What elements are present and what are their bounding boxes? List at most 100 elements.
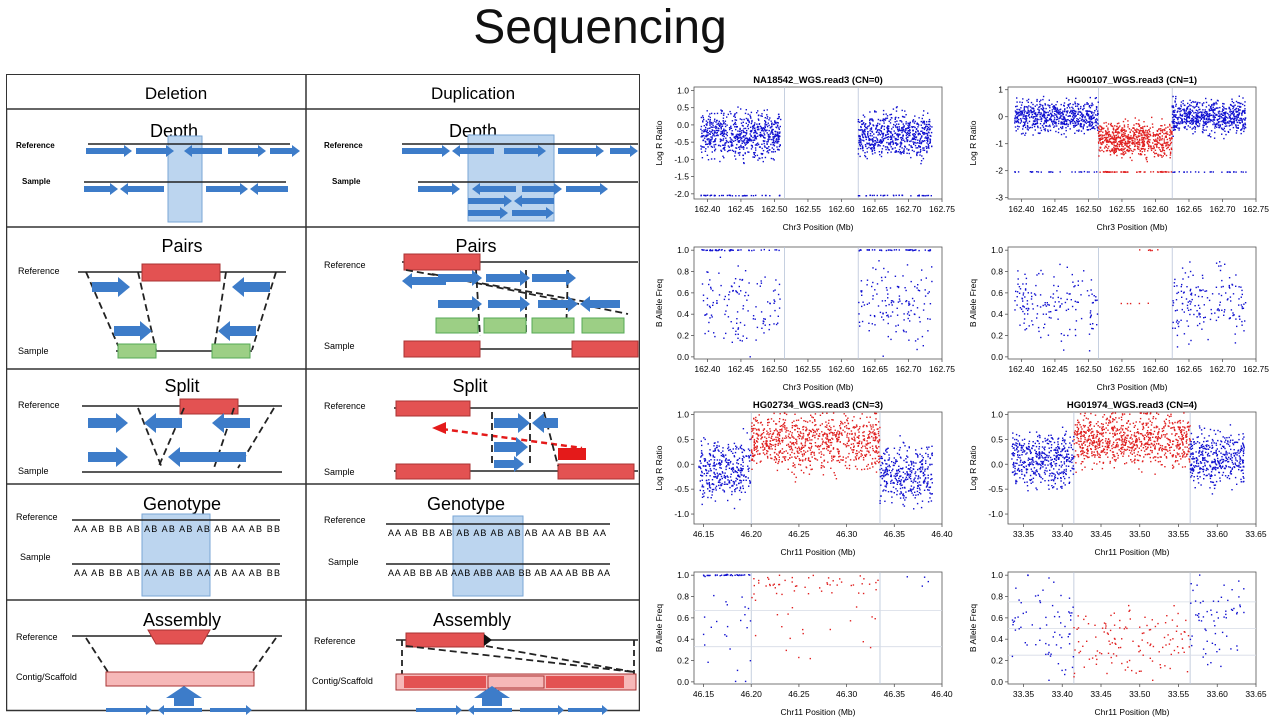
data-point (772, 432, 775, 434)
data-point (1222, 109, 1224, 111)
data-point (1231, 105, 1234, 107)
data-point (1099, 140, 1101, 142)
data-point (752, 139, 754, 141)
data-point (740, 249, 742, 251)
data-point (773, 123, 775, 126)
data-point (1033, 123, 1035, 126)
data-point (921, 135, 923, 137)
data-point (1242, 103, 1244, 106)
data-point (1112, 127, 1115, 129)
data-point (1054, 125, 1056, 127)
data-point (750, 449, 753, 451)
data-point (873, 146, 875, 149)
data-point (915, 147, 917, 149)
data-point (1062, 123, 1064, 125)
data-point (1196, 112, 1198, 114)
data-point (1146, 125, 1148, 127)
data-point (766, 125, 769, 128)
data-point (1028, 110, 1030, 112)
data-point (750, 194, 753, 197)
data-point (736, 133, 738, 135)
data-point (762, 320, 764, 322)
data-point (1049, 171, 1051, 173)
data-point (753, 124, 755, 127)
data-point (1063, 120, 1065, 123)
data-point (848, 467, 851, 470)
data-point (776, 134, 778, 137)
data-point (1066, 119, 1068, 121)
data-point (1170, 138, 1172, 140)
data-point (721, 482, 723, 485)
data-point (1211, 293, 1214, 295)
data-point (1089, 120, 1091, 122)
data-point (1224, 309, 1226, 311)
data-point (1017, 111, 1019, 113)
data-point (715, 127, 717, 129)
data-point (866, 279, 869, 281)
x-tick-label: 162.65 (1176, 364, 1202, 374)
data-point (1139, 144, 1141, 146)
data-point (1185, 298, 1188, 300)
series-3 (1171, 95, 1247, 140)
data-point (1206, 114, 1208, 116)
data-point (922, 345, 924, 347)
data-point (1077, 111, 1079, 113)
data-point (1021, 101, 1023, 104)
data-point (714, 464, 716, 466)
data-point (903, 149, 905, 152)
data-point (761, 143, 763, 145)
data-point (713, 463, 715, 465)
data-point (1213, 119, 1216, 121)
data-point (1063, 116, 1065, 118)
data-point (1050, 119, 1053, 121)
data-point (1047, 129, 1049, 131)
data-point (1151, 116, 1153, 119)
data-point (761, 129, 763, 132)
data-point (1218, 115, 1220, 117)
data-point (1063, 349, 1065, 351)
data-point (1166, 133, 1168, 135)
data-point (1117, 135, 1119, 137)
data-point (931, 280, 933, 283)
data-point (814, 419, 816, 421)
data-point (1207, 114, 1209, 116)
data-point (862, 114, 865, 116)
data-point (752, 126, 754, 129)
data-point (891, 300, 894, 302)
data-point (777, 293, 780, 296)
data-point (765, 124, 767, 126)
data-point (1150, 146, 1152, 148)
data-point (1066, 266, 1068, 268)
split-del-sample-label: Sample (18, 466, 49, 476)
data-point (1192, 133, 1194, 135)
data-point (1104, 130, 1107, 132)
data-point (858, 140, 861, 142)
data-point (710, 145, 713, 148)
data-point (1202, 124, 1205, 126)
data-point (736, 135, 738, 137)
data-point (1123, 134, 1126, 136)
data-point (890, 117, 893, 119)
data-point (1207, 121, 1210, 123)
data-point (926, 147, 928, 149)
data-point (1212, 103, 1214, 105)
data-point (1027, 107, 1029, 109)
data-point (1069, 128, 1071, 130)
data-point (923, 121, 925, 124)
data-point (1172, 116, 1174, 119)
data-point (1242, 307, 1245, 309)
data-point (882, 140, 885, 142)
data-point (892, 194, 895, 196)
data-point (1041, 124, 1044, 127)
data-point (1130, 137, 1132, 139)
data-point (1231, 124, 1233, 126)
data-point (1238, 109, 1240, 111)
data-point (1174, 278, 1176, 281)
data-point (1194, 126, 1197, 129)
data-point (709, 116, 711, 119)
data-point (883, 137, 885, 140)
data-point (873, 136, 875, 139)
data-point (709, 487, 712, 489)
data-point (725, 457, 727, 460)
data-point (1039, 100, 1041, 103)
